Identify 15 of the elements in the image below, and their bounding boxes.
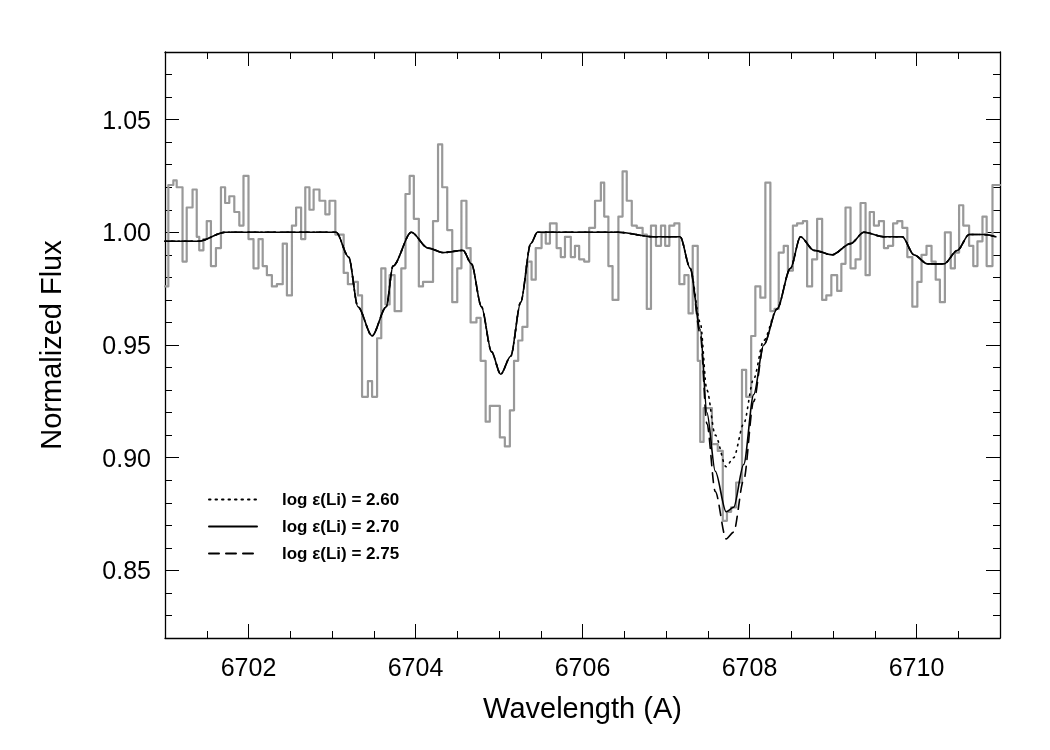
x-axis-title: Wavelength (A)	[483, 691, 682, 724]
x-tick-label: 6706	[554, 652, 611, 681]
y-tick-label: 0.95	[102, 331, 151, 359]
y-tick-label: 1.05	[102, 105, 151, 134]
x-tick-label: 6702	[220, 652, 277, 681]
x-tick-label: 6708	[721, 652, 778, 681]
y-axis-title: Normalized Flux	[34, 239, 67, 450]
legend-label: log ε(Li) = 2.75	[282, 544, 400, 563]
y-tick-label: 0.85	[102, 556, 151, 585]
x-tick-label: 6704	[387, 652, 444, 681]
x-tick-label: 6710	[888, 652, 945, 681]
legend-label: log ε(Li) = 2.70	[282, 517, 400, 536]
y-tick-label: 1.00	[102, 218, 151, 247]
legend-label: log ε(Li) = 2.60	[282, 490, 400, 509]
y-tick-label: 0.90	[102, 443, 151, 472]
